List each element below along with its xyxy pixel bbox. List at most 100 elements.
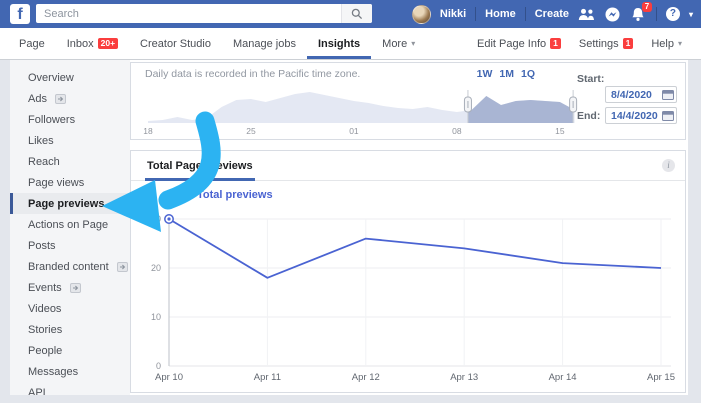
main-chart[interactable]: 0 10 20 30 Apr 10 Apr 11 Apr 12 Apr 13 Apr 14 Apr… bbox=[131, 207, 689, 387]
quick-range-1m[interactable]: 1M bbox=[499, 68, 514, 80]
x-axis-label: Apr 14 bbox=[549, 372, 577, 383]
sidebar-item-people[interactable]: People bbox=[10, 340, 130, 361]
tab-total-page-previews[interactable]: Total Page Previews bbox=[145, 151, 255, 181]
sidebar-item-label: Branded content bbox=[28, 260, 109, 273]
external-link-icon bbox=[69, 282, 81, 293]
nav-item-manage-jobs[interactable]: Manage jobs bbox=[222, 28, 307, 59]
x-axis-label: Apr 13 bbox=[450, 372, 478, 383]
nav-item-label: Settings bbox=[578, 37, 619, 50]
sidebar-item-page-views[interactable]: Page views bbox=[10, 172, 130, 193]
calendar-icon[interactable] bbox=[662, 89, 674, 100]
range-handle-end[interactable] bbox=[569, 96, 578, 113]
help-icon[interactable]: ? bbox=[665, 7, 680, 21]
mini-axis-label: 18 bbox=[143, 126, 153, 136]
avatar[interactable] bbox=[411, 4, 431, 24]
mini-axis-label: 01 bbox=[349, 126, 359, 136]
nav-item-label: Edit Page Info bbox=[477, 37, 547, 50]
sidebar-item-label: Likes bbox=[28, 134, 54, 147]
sidebar-item-label: API bbox=[28, 386, 46, 396]
search-bar[interactable] bbox=[36, 4, 372, 23]
nav-item-label: Insights bbox=[317, 37, 361, 50]
sidebar-item-label: Messages bbox=[28, 365, 79, 378]
content-area: Overview Ads Followers Likes Reach Page views… bbox=[0, 59, 701, 395]
sidebar-item-label: Videos bbox=[28, 302, 62, 315]
start-date-field[interactable] bbox=[605, 86, 677, 103]
search-input[interactable] bbox=[36, 4, 341, 23]
sidebar-item-label: Reach bbox=[28, 155, 60, 168]
sidebar-item-messages[interactable]: Messages bbox=[10, 361, 130, 382]
nav-item-more[interactable]: More ▾ bbox=[371, 28, 426, 59]
x-axis-label: Apr 10 bbox=[155, 372, 183, 383]
info-icon[interactable]: i bbox=[662, 159, 675, 172]
mini-chart[interactable]: 18 25 01 08 15 bbox=[141, 85, 581, 139]
chart-legend: Total previews bbox=[197, 189, 273, 201]
sidebar-item-followers[interactable]: Followers bbox=[10, 109, 130, 130]
external-link-icon bbox=[54, 93, 66, 104]
sidebar-item-api[interactable]: API bbox=[10, 382, 130, 396]
sidebar-item-label: Stories bbox=[28, 323, 63, 336]
y-axis-label: 10 bbox=[151, 312, 161, 322]
nav-item-insights[interactable]: Insights bbox=[307, 28, 371, 59]
quick-range-links: 1W 1M 1Q bbox=[477, 68, 535, 80]
nav-item-inbox[interactable]: Inbox 20+ bbox=[56, 28, 129, 59]
create-link[interactable]: Create bbox=[534, 8, 569, 20]
sidebar-item-label: People bbox=[28, 344, 63, 357]
chevron-down-icon: ▾ bbox=[677, 39, 682, 48]
calendar-icon[interactable] bbox=[662, 110, 674, 121]
sidebar-item-branded-content[interactable]: Branded content bbox=[10, 256, 130, 277]
end-date-input[interactable] bbox=[606, 109, 661, 122]
page-nav: Page Inbox 20+ Creator Studio Manage jobs Ins… bbox=[0, 28, 701, 60]
profile-link[interactable]: Nikki bbox=[439, 8, 467, 20]
nav-item-creator-studio[interactable]: Creator Studio bbox=[129, 28, 222, 59]
messenger-icon[interactable] bbox=[604, 6, 621, 23]
sidebar-item-page-previews[interactable]: Page previews bbox=[10, 193, 130, 214]
frame-bottom bbox=[0, 395, 701, 403]
x-axis-label: Apr 12 bbox=[352, 372, 380, 383]
y-axis-label: 0 bbox=[156, 361, 161, 371]
home-link[interactable]: Home bbox=[485, 8, 516, 20]
facebook-logo[interactable]: f bbox=[10, 4, 30, 24]
nav-badge: 20+ bbox=[97, 38, 119, 49]
sidebar-item-posts[interactable]: Posts bbox=[10, 235, 130, 256]
start-date-input[interactable] bbox=[606, 88, 661, 101]
quick-range-1q[interactable]: 1Q bbox=[520, 68, 535, 80]
start-label: Start: bbox=[577, 73, 605, 85]
sidebar-item-ads[interactable]: Ads bbox=[10, 88, 130, 109]
divider bbox=[524, 7, 526, 21]
sidebar-item-stories[interactable]: Stories bbox=[10, 319, 130, 340]
top-bar: f Nikki Home Create bbox=[0, 0, 701, 28]
mini-axis-label: 25 bbox=[246, 126, 256, 136]
nav-item-help[interactable]: Help ▾ bbox=[642, 28, 691, 59]
sidebar-item-actions-on-page[interactable]: Actions on Page bbox=[10, 214, 130, 235]
main-chart-wrap: 0 10 20 30 Apr 10 Apr 11 Apr 12 Apr 13 Apr 14 Apr… bbox=[131, 207, 689, 392]
sidebar-item-videos[interactable]: Videos bbox=[10, 298, 130, 319]
quick-range-1w[interactable]: 1W bbox=[476, 68, 493, 80]
divider bbox=[475, 7, 477, 21]
sidebar-item-label: Overview bbox=[28, 71, 74, 84]
nav-item-label: Creator Studio bbox=[140, 37, 211, 50]
range-handle-start[interactable] bbox=[463, 96, 472, 113]
sidebar-item-label: Actions on Page bbox=[28, 218, 109, 231]
sidebar-item-reach[interactable]: Reach bbox=[10, 151, 130, 172]
end-date-field[interactable] bbox=[605, 107, 677, 124]
account-caret-icon[interactable]: ▾ bbox=[688, 9, 693, 19]
sidebar-item-label: Posts bbox=[28, 239, 56, 252]
notifications-icon[interactable]: 7 bbox=[630, 1, 652, 23]
mini-axis-label: 15 bbox=[555, 126, 565, 136]
notification-badge: 7 bbox=[641, 1, 652, 12]
date-range-card: Daily data is recorded in the Pacific ti… bbox=[130, 62, 686, 140]
card-tabs-header: Total Page Previews i bbox=[131, 151, 685, 181]
end-label: End: bbox=[577, 109, 601, 122]
nav-item-edit-page-info[interactable]: Edit Page Info 1 bbox=[468, 28, 570, 59]
search-button[interactable] bbox=[341, 4, 372, 23]
sidebar-item-events[interactable]: Events bbox=[10, 277, 130, 298]
nav-item-label: Inbox bbox=[66, 37, 94, 50]
sidebar-item-label: Events bbox=[28, 281, 62, 294]
nav-item-page[interactable]: Page bbox=[8, 28, 56, 59]
page-nav-right: Edit Page Info 1 Settings 1 Help ▾ bbox=[468, 28, 701, 59]
sidebar-item-overview[interactable]: Overview bbox=[10, 67, 130, 88]
friends-icon[interactable] bbox=[578, 6, 595, 23]
nav-item-settings[interactable]: Settings 1 bbox=[570, 28, 642, 59]
sidebar-item-likes[interactable]: Likes bbox=[10, 130, 130, 151]
